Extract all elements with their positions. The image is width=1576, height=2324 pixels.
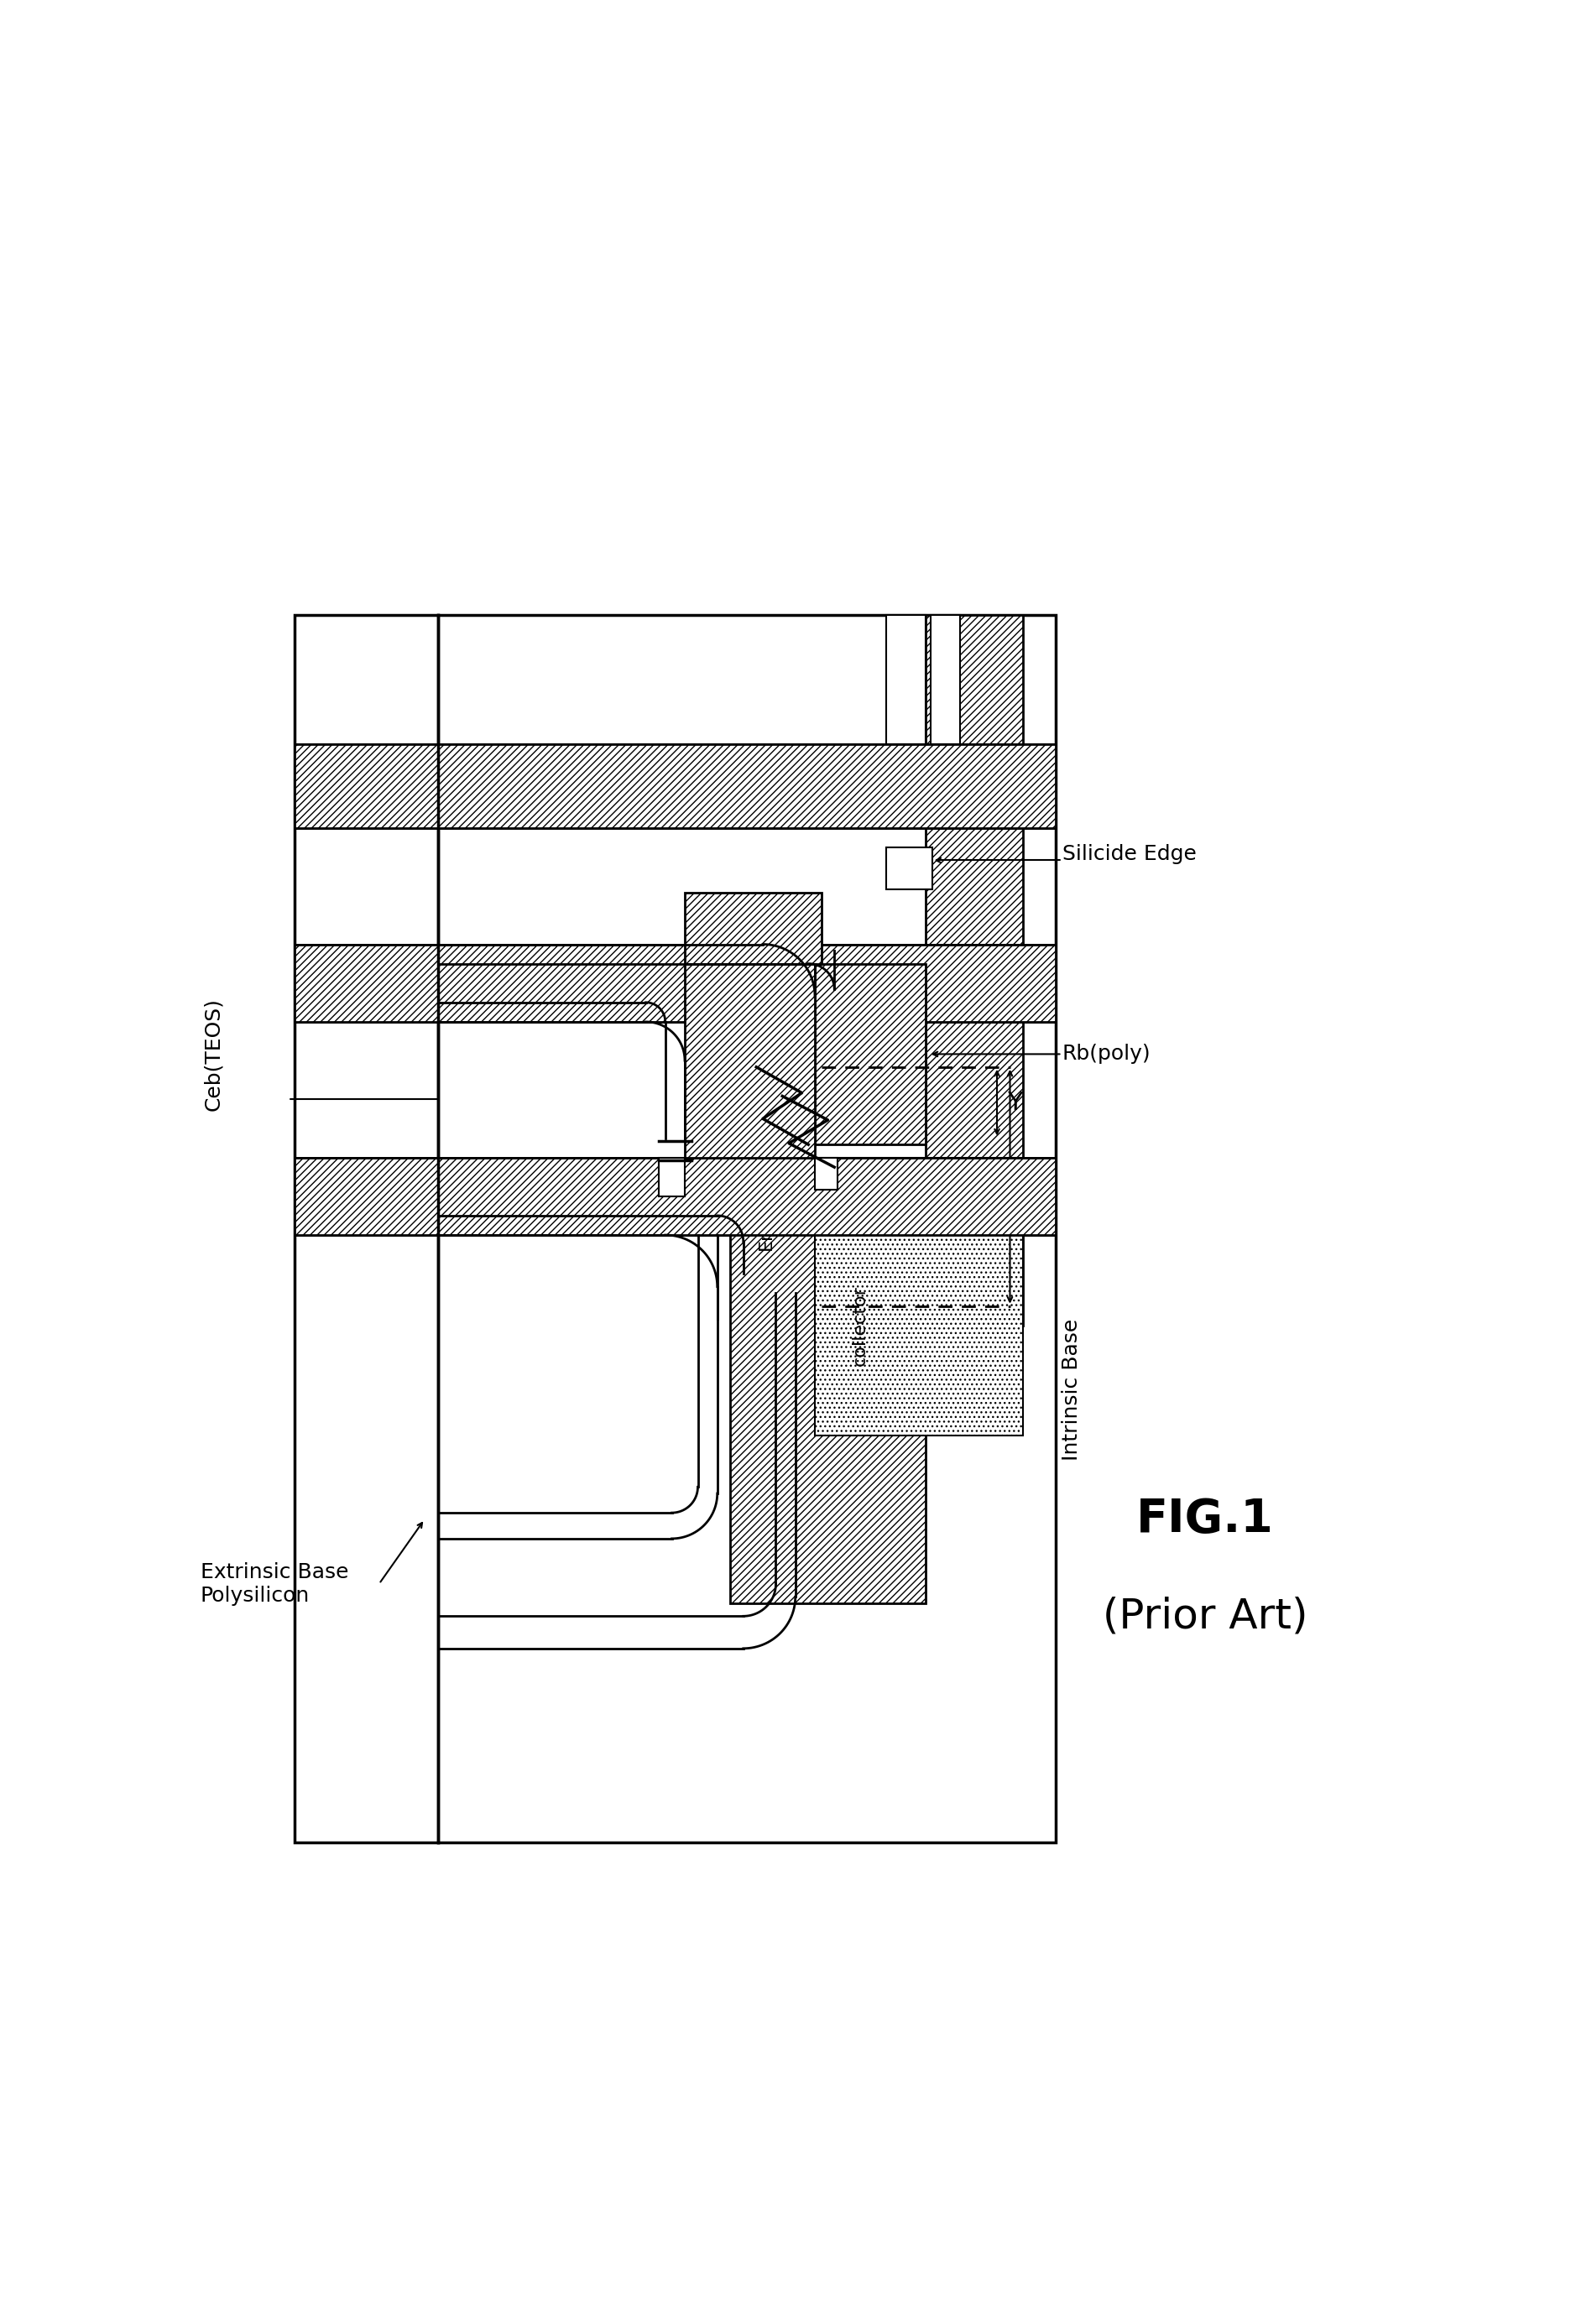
Bar: [295, 1157, 1056, 1234]
Bar: [686, 892, 821, 964]
Text: Extrinsic Base
Polysilicon: Extrinsic Base Polysilicon: [200, 1562, 348, 1606]
Bar: [930, 616, 960, 744]
Bar: [730, 1157, 925, 1604]
Text: Rb(poly): Rb(poly): [1062, 1043, 1150, 1064]
Text: Ceb(TEOS): Ceb(TEOS): [203, 997, 224, 1111]
Text: Silicide Edge: Silicide Edge: [1062, 844, 1196, 865]
Bar: [815, 964, 925, 1143]
Bar: [886, 848, 931, 890]
Bar: [686, 964, 815, 1157]
Bar: [295, 616, 1056, 1843]
Polygon shape: [659, 1157, 686, 1197]
Bar: [295, 1157, 1056, 1234]
Text: collector: collector: [853, 1285, 868, 1367]
Bar: [299, 621, 432, 1836]
Bar: [815, 1157, 1023, 1436]
Text: FIG.1: FIG.1: [1136, 1497, 1273, 1541]
Bar: [886, 616, 925, 744]
Bar: [295, 944, 1056, 1023]
Text: CB: CB: [534, 969, 575, 997]
Text: (Prior Art): (Prior Art): [1103, 1597, 1308, 1636]
Bar: [295, 744, 1056, 827]
Bar: [295, 944, 1056, 1023]
Text: Y: Y: [1007, 1090, 1023, 1116]
Text: Intrinsic Base: Intrinsic Base: [1062, 1320, 1083, 1462]
Text: CC: CC: [566, 772, 608, 799]
Bar: [925, 616, 1023, 1325]
Text: CE: CE: [437, 1183, 478, 1211]
Text: X: X: [1020, 1174, 1037, 1199]
Text: Emitter: Emitter: [758, 1181, 774, 1250]
Polygon shape: [815, 1157, 837, 1190]
Bar: [295, 744, 1056, 827]
